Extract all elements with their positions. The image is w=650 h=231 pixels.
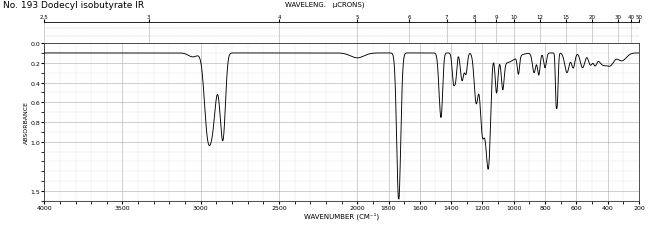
Y-axis label: ABSORBANCE: ABSORBANCE — [24, 101, 29, 144]
Text: WAVELENG.   μCRONS): WAVELENG. μCRONS) — [285, 1, 365, 8]
Text: No. 193 Dodecyl isobutyrate IR: No. 193 Dodecyl isobutyrate IR — [3, 1, 144, 10]
X-axis label: WAVENUMBER (CM⁻¹): WAVENUMBER (CM⁻¹) — [304, 211, 379, 219]
